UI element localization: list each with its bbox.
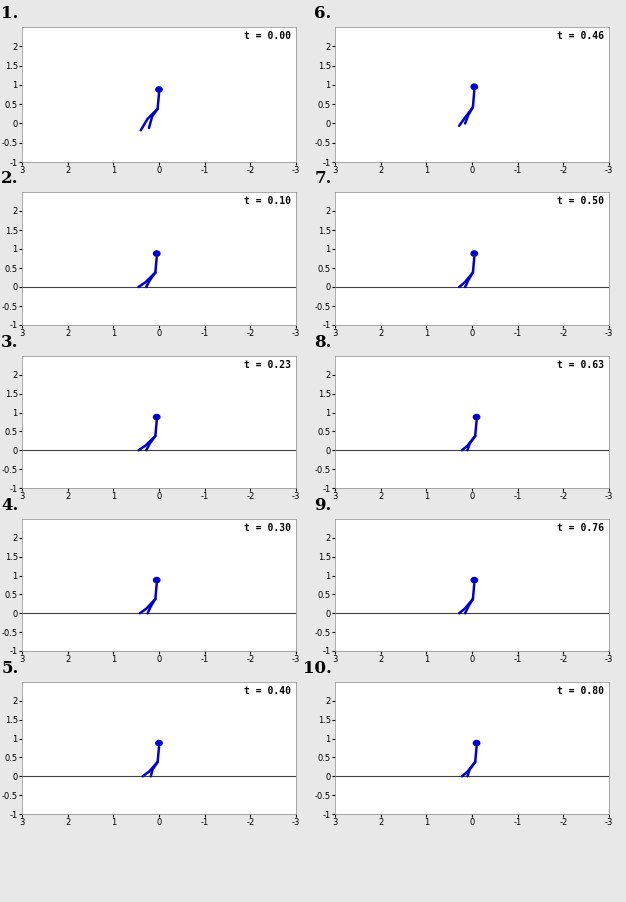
- Circle shape: [471, 577, 478, 583]
- Circle shape: [153, 577, 160, 583]
- Text: t = 0.00: t = 0.00: [244, 31, 290, 41]
- Circle shape: [153, 414, 160, 419]
- Text: t = 0.30: t = 0.30: [244, 523, 290, 533]
- Text: t = 0.46: t = 0.46: [557, 31, 603, 41]
- Text: 10.: 10.: [303, 660, 332, 677]
- Circle shape: [471, 84, 478, 89]
- Text: 4.: 4.: [1, 498, 19, 514]
- Text: t = 0.10: t = 0.10: [244, 196, 290, 206]
- Circle shape: [156, 741, 162, 746]
- Text: 8.: 8.: [314, 335, 332, 352]
- Text: t = 0.80: t = 0.80: [557, 686, 603, 696]
- Text: 3.: 3.: [1, 335, 19, 352]
- Circle shape: [473, 414, 480, 419]
- Text: 9.: 9.: [314, 498, 332, 514]
- Text: t = 0.40: t = 0.40: [244, 686, 290, 696]
- Text: 1.: 1.: [1, 5, 19, 23]
- Text: t = 0.50: t = 0.50: [557, 196, 603, 206]
- Text: 6.: 6.: [314, 5, 332, 23]
- Circle shape: [471, 251, 478, 256]
- Circle shape: [156, 87, 162, 92]
- Circle shape: [153, 251, 160, 256]
- Text: 5.: 5.: [1, 660, 19, 677]
- Text: 7.: 7.: [314, 170, 332, 188]
- Text: 2.: 2.: [1, 170, 19, 188]
- Text: t = 0.23: t = 0.23: [244, 360, 290, 370]
- Circle shape: [473, 741, 480, 746]
- Text: t = 0.76: t = 0.76: [557, 523, 603, 533]
- Text: t = 0.63: t = 0.63: [557, 360, 603, 370]
